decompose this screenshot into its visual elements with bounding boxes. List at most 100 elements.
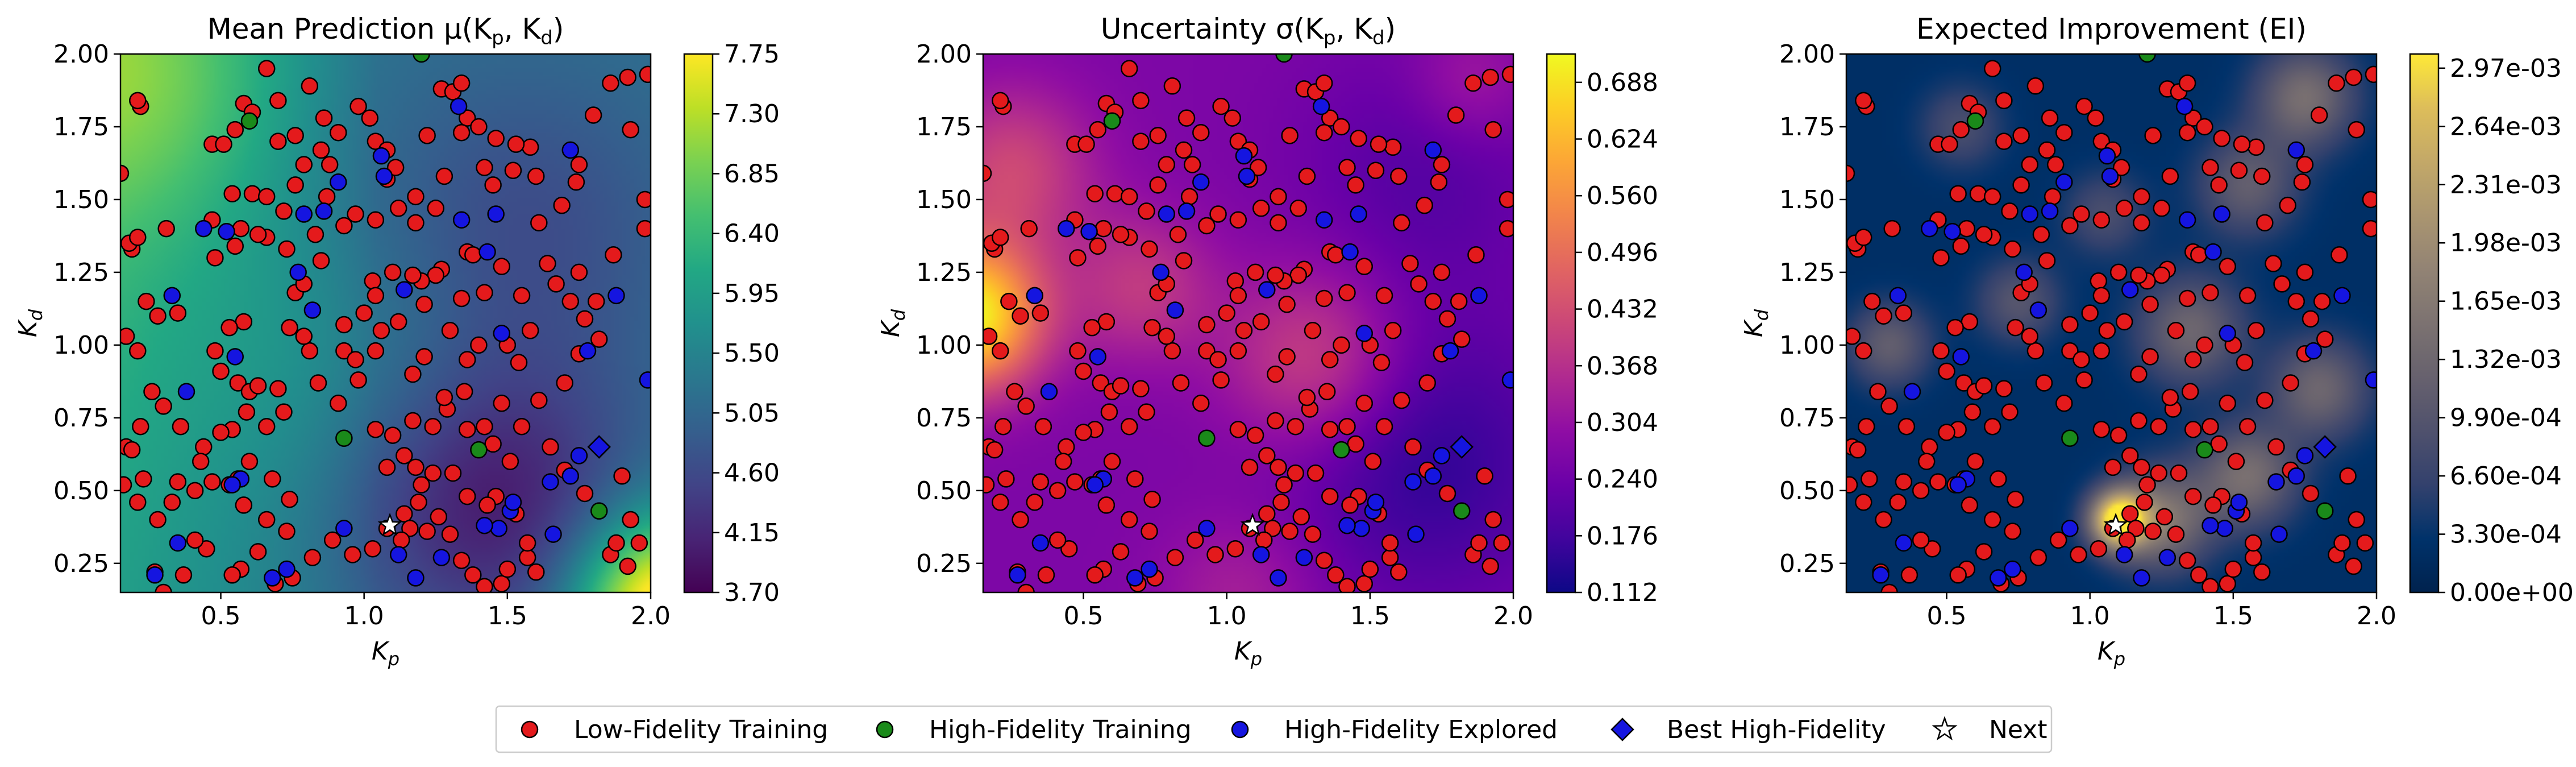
low-fidelity-point [1370, 135, 1388, 153]
y-tick-label: 1.75 [916, 113, 972, 142]
low-fidelity-point [1929, 473, 1947, 491]
legend-item: Low-Fidelity Training [521, 715, 828, 744]
low-fidelity-point [1338, 284, 1356, 302]
colorbar-tick-label: 5.05 [724, 399, 780, 428]
low-fidelity-point [2313, 292, 2331, 310]
high-fidelity-explored-point [1355, 325, 1374, 342]
low-fidelity-point [198, 540, 215, 558]
low-fidelity-point [602, 74, 619, 92]
low-fidelity-point [493, 395, 511, 412]
low-fidelity-point [1381, 534, 1399, 552]
low-fidelity-point [2210, 435, 2228, 453]
y-axis-label: Kd [876, 309, 909, 337]
low-fidelity-point [364, 272, 382, 290]
high-fidelity-explored-point [639, 371, 651, 389]
low-fidelity-point [1390, 167, 1408, 185]
low-fidelity-point [286, 127, 304, 144]
low-fidelity-point [458, 351, 476, 368]
low-fidelity-point [367, 287, 385, 305]
low-fidelity-point [2153, 266, 2171, 284]
low-fidelity-point [1875, 307, 1892, 325]
y-tick-label: 0.50 [53, 476, 109, 505]
colorbar: 0.00e+00 3.30e-04 6.60e-04 9.90e-04 1.32e-03… [2409, 53, 2574, 607]
low-fidelity-point [120, 476, 132, 494]
low-fidelity-point [1089, 121, 1106, 139]
y-tick-label: 1.50 [916, 185, 972, 214]
low-fidelity-point [527, 167, 545, 185]
y-tick-label: 1.75 [53, 113, 109, 142]
low-fidelity-point [1975, 377, 1993, 395]
low-fidelity-point [2001, 403, 2019, 421]
low-fidelity-point [275, 403, 293, 421]
low-fidelity-point [1846, 164, 1855, 183]
high-fidelity-explored-point [432, 549, 451, 566]
low-fidelity-point [1433, 156, 1451, 173]
low-fidelity-point [1932, 342, 1950, 360]
high-fidelity-explored-point [1501, 371, 1513, 389]
low-fidelity-point [143, 383, 161, 401]
low-fidelity-point [2133, 214, 2150, 232]
low-fidelity-point [1321, 487, 1339, 505]
legend-item: Next [1932, 715, 2048, 744]
high-fidelity-explored-point [1470, 287, 1488, 305]
low-fidelity-point [1932, 249, 1950, 267]
high-fidelity-explored-point [2333, 287, 2351, 305]
y-tick-label: 1.25 [53, 258, 109, 287]
low-fidelity-point [1198, 316, 1216, 334]
low-fidelity-point [203, 473, 221, 491]
high-fidelity-explored-point [2267, 473, 2285, 491]
high-fidelity-explored-point [570, 447, 588, 465]
high-fidelity-explored-point [2287, 467, 2306, 485]
low-fidelity-point [2026, 77, 2045, 95]
low-fidelity-point [2144, 127, 2162, 144]
low-fidelity-point [2049, 531, 2067, 549]
x-tick-label: 1.5 [2213, 602, 2253, 631]
best-high-fidelity-marker [587, 435, 611, 459]
high-fidelity-explored-point [504, 494, 522, 511]
low-fidelity-point [542, 438, 559, 456]
low-fidelity-point [636, 190, 651, 209]
low-fidelity-point [2253, 167, 2271, 185]
low-fidelity-point [1163, 342, 1181, 360]
low-fidelity-point [2204, 496, 2222, 514]
low-fidelity-point [1949, 185, 1967, 202]
low-fidelity-point [1912, 531, 1930, 549]
high-fidelity-point [413, 54, 430, 63]
legend-label: High-Fidelity Explored [1284, 715, 1558, 744]
low-fidelity-point [355, 304, 373, 322]
low-fidelity-point [1209, 205, 1227, 223]
low-fidelity-point [1226, 272, 1245, 290]
high-fidelity-explored-point [1407, 525, 1425, 543]
low-fidelity-point [1112, 226, 1130, 243]
high-fidelity-explored-point [1270, 569, 1287, 587]
low-fidelity-point [539, 255, 556, 272]
low-fidelity-point [2032, 226, 2050, 243]
low-fidelity-point [622, 121, 639, 139]
low-fidelity-point [1092, 374, 1110, 392]
low-fidelity-point [2184, 487, 2202, 505]
high-fidelity-explored-point [1089, 348, 1106, 366]
low-fidelity-point [1031, 304, 1050, 322]
low-fidelity-point [295, 327, 313, 345]
low-fidelity-point [1229, 211, 1247, 229]
low-fidelity-point [1198, 342, 1216, 360]
low-fidelity-point [1175, 141, 1193, 159]
colorbar-tick-label: 4.15 [724, 519, 780, 548]
high-fidelity-explored-point [1312, 97, 1330, 115]
y-tick-label: 0.75 [53, 404, 109, 433]
low-fidelity-point [195, 438, 213, 456]
low-fidelity-point [1149, 176, 1167, 194]
high-fidelity-point [1966, 112, 1984, 130]
high-fidelity-explored-point [375, 167, 393, 185]
high-fidelity-explored-point [1235, 147, 1253, 165]
low-fidelity-point [1484, 121, 1502, 139]
low-fidelity-point [169, 473, 187, 491]
low-fidelity-point [1869, 383, 1887, 401]
low-fidelity-point [2136, 494, 2153, 511]
low-fidelity-point [2150, 464, 2167, 482]
colorbar-gradient [2409, 53, 2440, 594]
low-fidelity-point [521, 322, 539, 339]
low-fidelity-point [1012, 307, 1029, 325]
low-fidelity-point [1897, 417, 1916, 436]
x-tick-label: 1.5 [488, 602, 527, 631]
